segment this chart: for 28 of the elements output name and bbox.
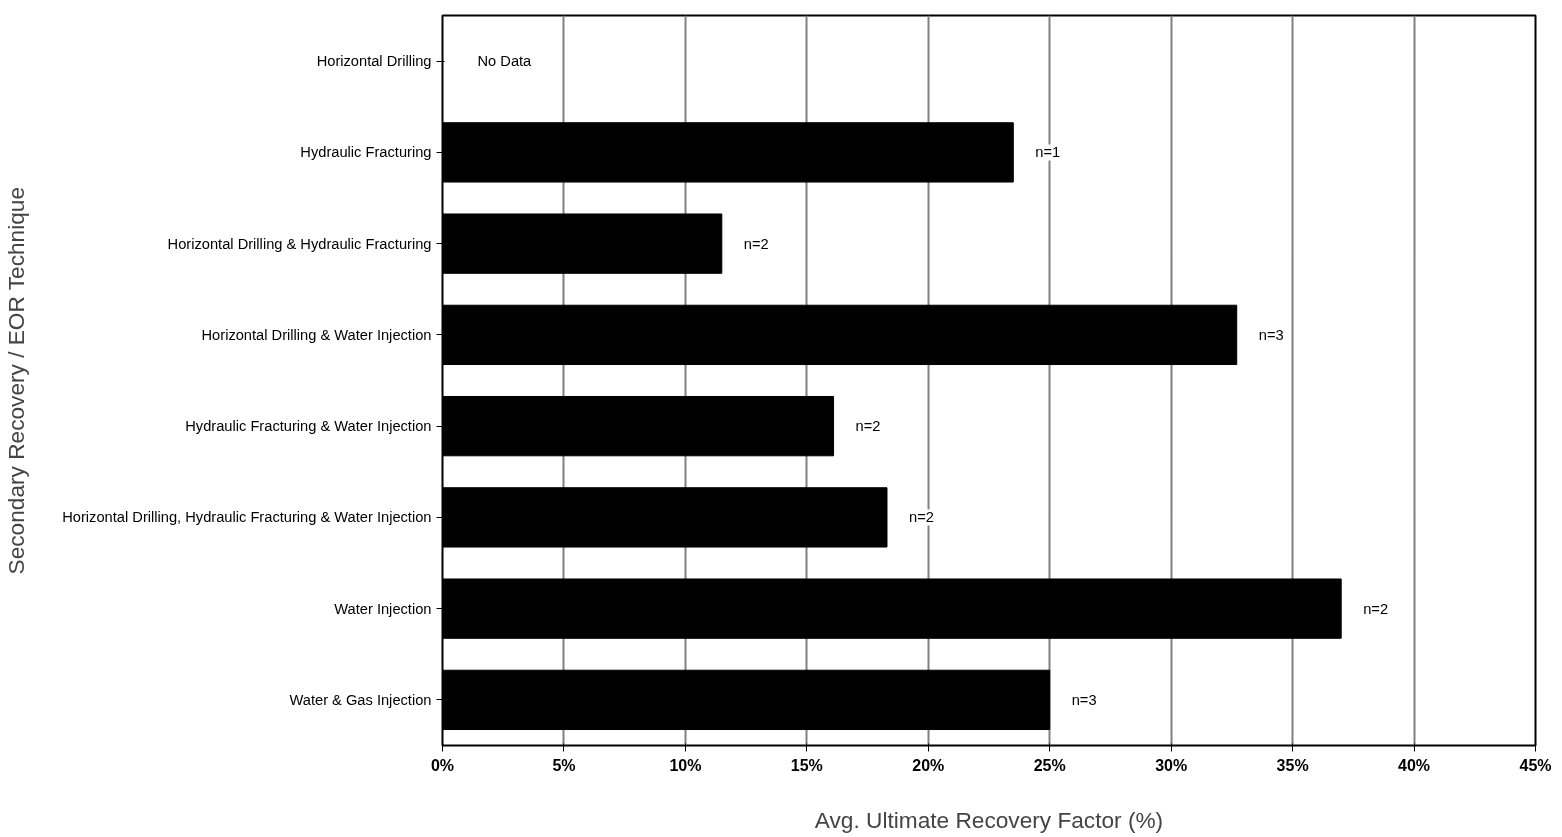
y-tick-label: Horizontal Drilling & Hydraulic Fracturing [167,235,432,252]
y-tick-label: Horizontal Drilling [316,53,432,70]
x-tick-label: 0% [430,756,455,774]
x-tick-label: 30% [1155,756,1188,774]
y-tick-label: Hydraulic Fracturing [300,144,432,161]
annotation: n=2 [1363,600,1389,617]
y-tick-label: Horizontal Drilling & Water Injection [201,326,432,343]
x-tick-label: 10% [669,756,702,774]
y-tick-label: Water & Gas Injection [289,691,432,708]
annotation: n=3 [1071,691,1097,708]
annotation: n=2 [855,418,881,435]
annotation: n=2 [743,235,769,252]
y-axis-title: Secondary Recovery / EOR Technique [3,186,30,575]
annotation: No Data [477,53,533,70]
annotation: n=3 [1258,326,1284,343]
y-tick-label: Hydraulic Fracturing & Water Injection [185,418,432,435]
x-axis-title: Avg. Ultimate Recovery Factor (%) [814,806,1164,833]
annotation: n=2 [908,509,934,526]
x-tick-label: 15% [790,756,823,774]
y-tick-label: Horizontal Drilling, Hydraulic Fracturing & Water Injection [62,509,432,526]
y-tick-label: Water Injection [334,600,432,617]
x-tick-label: 20% [912,756,945,774]
x-tick-label: 45% [1519,756,1552,774]
annotation: n=1 [1035,144,1061,161]
x-tick-label: 25% [1033,756,1066,774]
x-tick-label: 40% [1398,756,1431,774]
x-tick-label: 35% [1276,756,1309,774]
x-tick-label: 5% [552,756,576,774]
